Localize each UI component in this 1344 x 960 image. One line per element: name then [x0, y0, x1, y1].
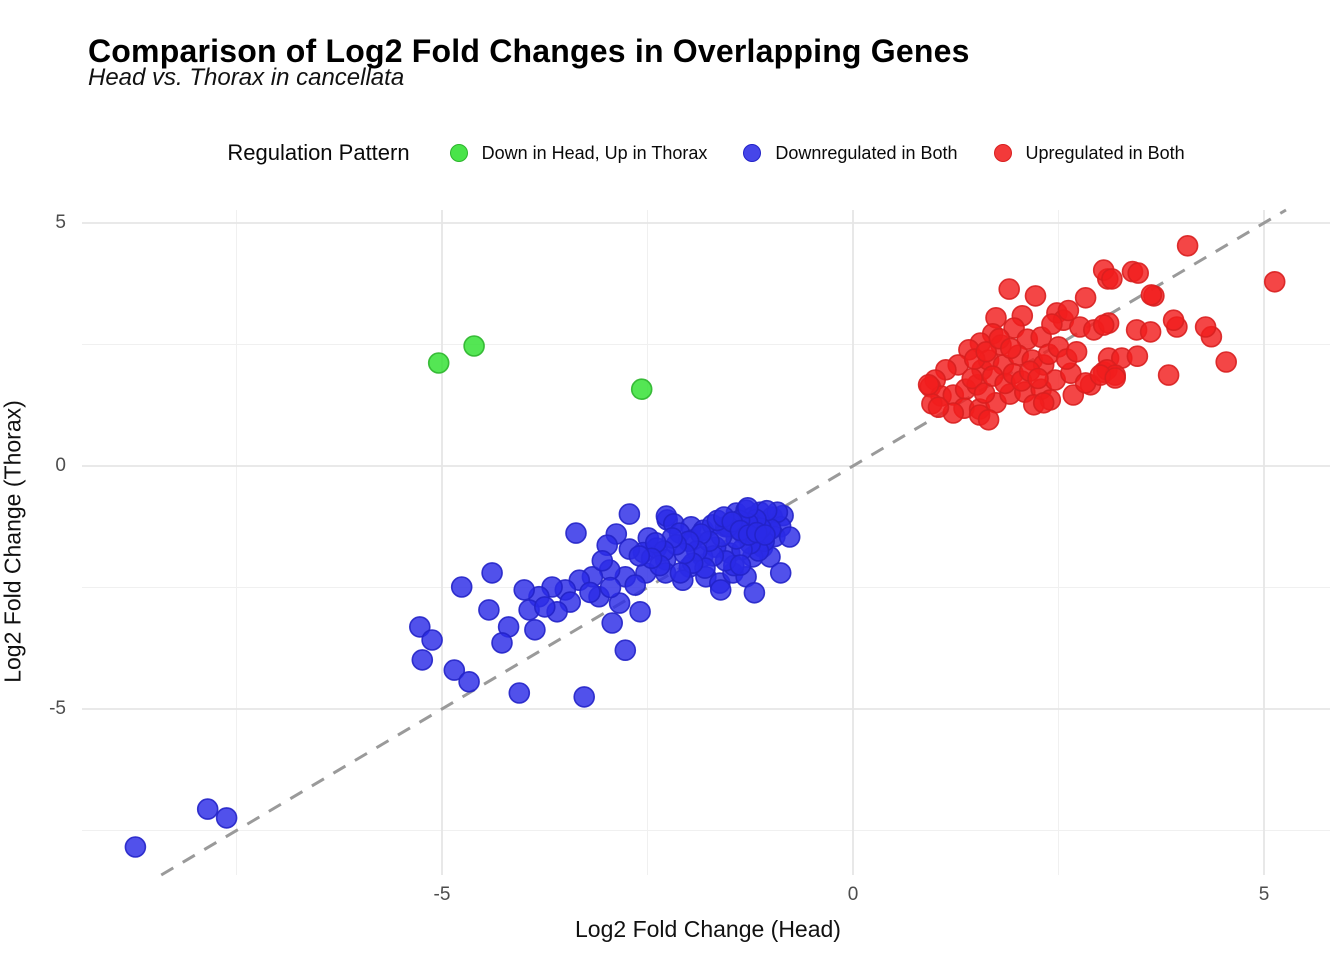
legend-item-label: Downregulated in Both	[775, 142, 958, 163]
data-point-red	[1024, 285, 1047, 307]
data-point-blue	[411, 649, 434, 671]
data-point-blue	[614, 639, 637, 662]
page-subtitle: Head vs. Thorax in cancellata	[88, 64, 405, 91]
data-point-blue	[450, 576, 473, 598]
x-tick-label: -5	[433, 884, 451, 905]
x-axis-label: Log2 Fold Change (Head)	[575, 916, 841, 942]
data-point-blue	[481, 562, 503, 584]
data-point-red	[1162, 309, 1185, 332]
data-point-red	[1194, 316, 1217, 338]
data-point-blue	[729, 554, 752, 576]
data-point-blue	[778, 526, 801, 548]
legend-item-label: Down in Head, Up in Thorax	[481, 142, 708, 163]
data-point-red	[1157, 364, 1180, 386]
data-point-red	[1215, 351, 1237, 373]
x-tick-label: 5	[1258, 884, 1270, 905]
data-point-blue	[421, 629, 443, 651]
y-tick-label: -5	[49, 698, 66, 719]
data-point-blue	[629, 600, 651, 623]
legend-item-label: Upregulated in Both	[1025, 142, 1185, 163]
legend-item-down-head-up-thorax: Down in Head, Up in Thorax	[449, 142, 708, 164]
data-point-blue	[769, 562, 792, 584]
data-point-blue	[524, 618, 546, 641]
x-tick-label: 0	[847, 884, 859, 905]
legend-item-upregulated-both: Upregulated in Both	[993, 142, 1185, 164]
blue-dot-icon	[743, 144, 762, 162]
data-point-blue	[408, 616, 431, 638]
data-point-blue	[513, 579, 536, 601]
data-point-blue	[624, 574, 647, 596]
data-point-blue	[573, 686, 596, 708]
data-point-red	[1074, 286, 1097, 309]
data-point-blue	[709, 579, 732, 601]
data-point-blue	[669, 562, 692, 584]
data-point-blue	[478, 599, 500, 621]
data-point-blue	[736, 496, 759, 519]
data-point-red	[1176, 235, 1199, 257]
data-point-blue	[196, 798, 219, 820]
data-point-green	[630, 378, 653, 401]
data-point-red	[1092, 314, 1115, 336]
data-point-green	[463, 335, 485, 357]
page-title: Comparison of Log2 Fold Changes in Overl…	[88, 33, 970, 70]
data-point-red	[1032, 391, 1055, 414]
data-point-blue	[628, 545, 651, 567]
legend: Regulation Pattern Down in Head, Up in T…	[68, 136, 1344, 170]
data-point-blue	[215, 807, 238, 829]
data-point-blue	[491, 632, 513, 654]
data-point-red	[999, 337, 1022, 360]
data-point-blue	[508, 682, 531, 704]
data-point-red	[1126, 345, 1149, 368]
data-point-red	[977, 408, 1000, 431]
data-point-blue	[533, 596, 556, 618]
legend-title: Regulation Pattern	[227, 140, 410, 165]
data-point-red	[1101, 268, 1123, 290]
data-point-blue	[443, 659, 466, 681]
data-point-red	[917, 373, 940, 396]
y-axis-label: Log2 Fold Change (Thorax)	[0, 400, 26, 683]
data-point-red	[1140, 284, 1163, 306]
data-point-red	[1057, 299, 1080, 322]
y-tick-label: 5	[55, 212, 66, 233]
data-point-blue	[601, 612, 624, 634]
data-point-blue	[591, 549, 614, 572]
data-point-blue	[124, 836, 147, 858]
data-point-blue	[458, 670, 480, 693]
data-point-red	[1041, 313, 1063, 335]
data-point-red	[1104, 367, 1126, 389]
data-point-blue	[565, 522, 587, 544]
data-point-red	[998, 278, 1021, 300]
legend-item-downregulated-both: Downregulated in Both	[743, 142, 958, 164]
data-point-blue	[754, 524, 776, 546]
y-tick-label: 0	[55, 455, 66, 476]
data-point-red	[1263, 270, 1286, 293]
data-point-blue	[599, 576, 622, 599]
data-point-blue	[579, 581, 601, 604]
red-dot-icon	[993, 144, 1012, 162]
data-point-red	[927, 396, 950, 419]
data-point-red	[975, 340, 998, 363]
data-point-red	[1027, 367, 1049, 390]
data-point-red	[1139, 321, 1162, 343]
data-point-blue	[618, 503, 641, 525]
green-dot-icon	[449, 144, 468, 162]
data-point-green	[427, 352, 450, 374]
data-point-blue	[743, 581, 766, 604]
data-point-red	[1127, 262, 1149, 284]
data-point-red	[1065, 340, 1088, 363]
